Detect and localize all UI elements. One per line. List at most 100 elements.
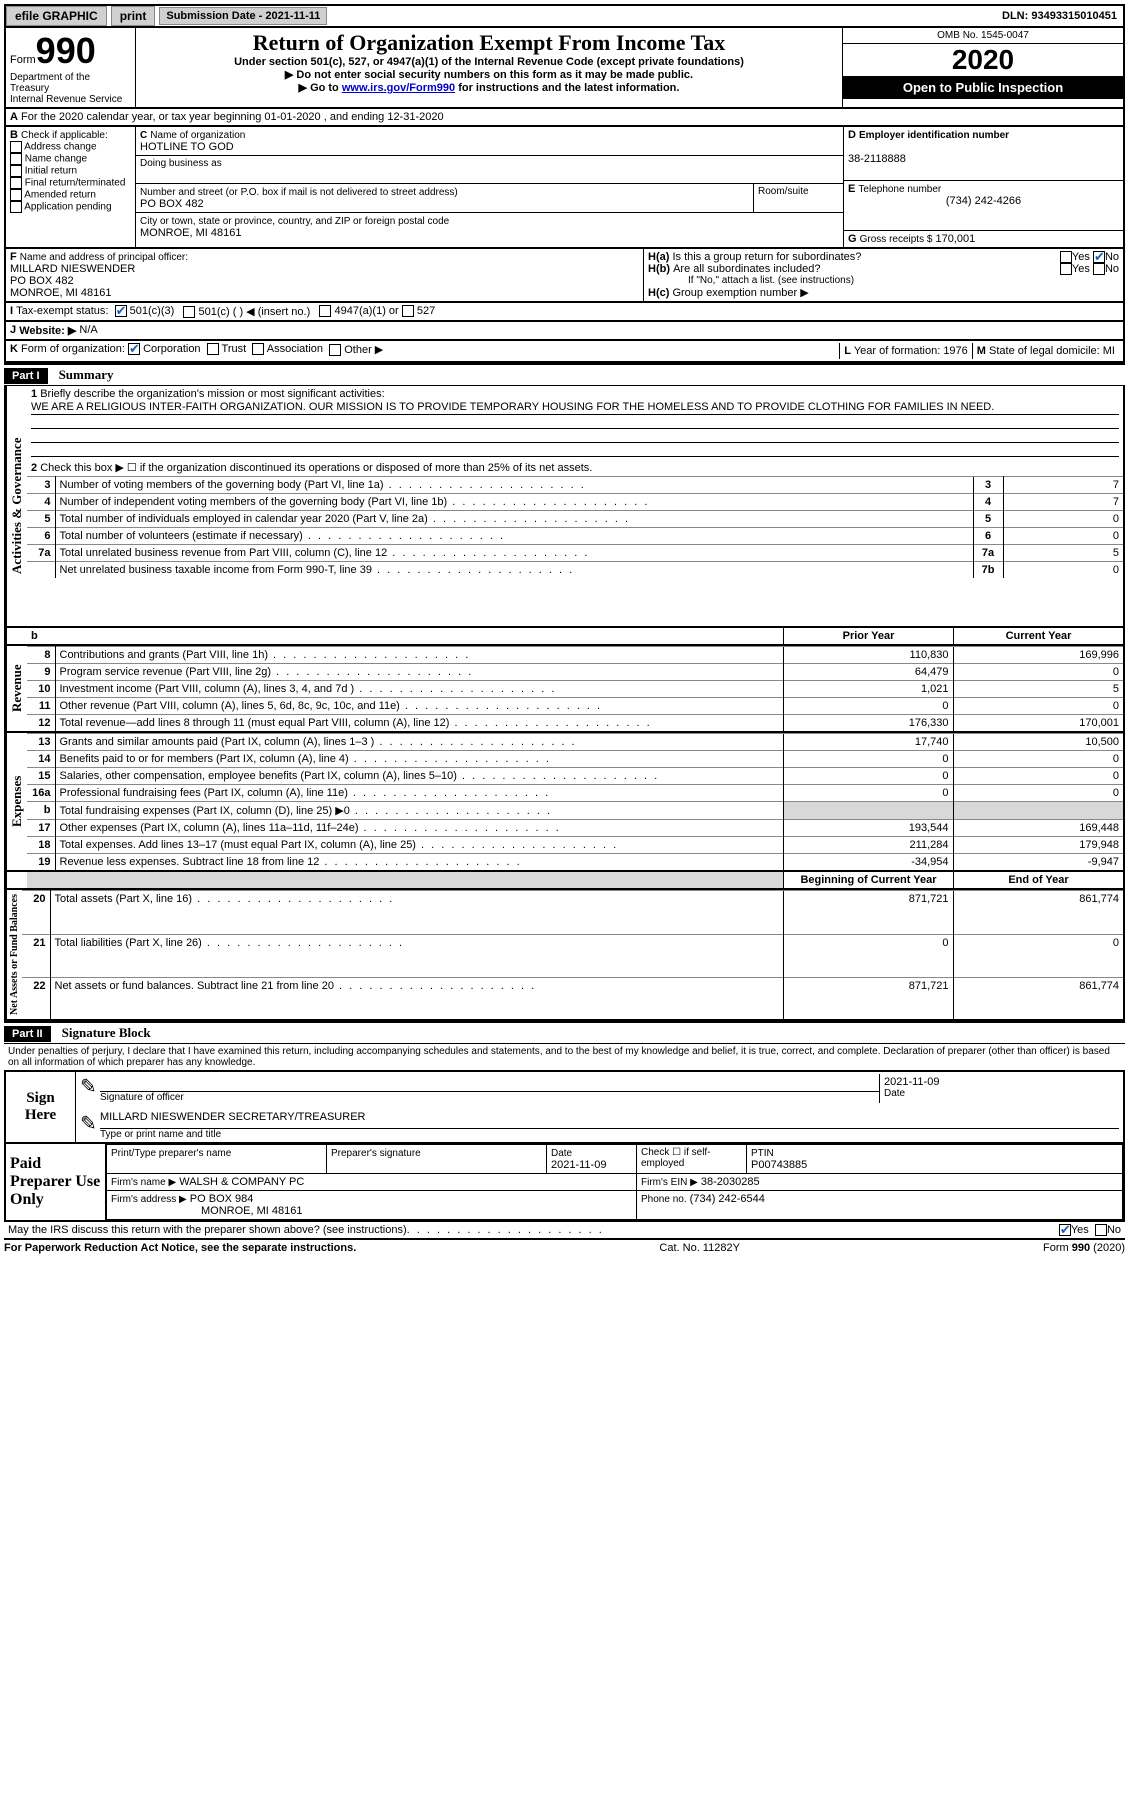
form-number: 990 (36, 30, 96, 71)
current-year-value: 5 (953, 681, 1123, 698)
officer-addr2: MONROE, MI 48161 (10, 287, 639, 299)
line-number: 9 (27, 664, 55, 681)
current-year-value: 170,001 (953, 715, 1123, 732)
paid-preparer-label: Paid Preparer Use Only (6, 1144, 106, 1220)
opt-final-return[interactable]: Final return/terminated (10, 177, 131, 189)
line-g-letter: G (848, 233, 857, 245)
prior-year-value: -34,954 (783, 854, 953, 871)
line-number: 3 (27, 477, 55, 494)
line2-num: 2 (31, 462, 37, 474)
officer-label: Name and address of principal officer: (20, 252, 188, 263)
mission-blank-2 (31, 429, 1119, 443)
table-row: 10Investment income (Part VIII, column (… (27, 681, 1123, 698)
hb-no[interactable]: No (1093, 263, 1119, 275)
irs-link[interactable]: www.irs.gov/Form990 (342, 82, 455, 94)
room-suite-label: Room/suite (753, 184, 843, 212)
line-k-letter: K (10, 343, 18, 359)
ha-no[interactable]: No (1093, 251, 1119, 263)
prior-year-value: 1,021 (783, 681, 953, 698)
ptin-label: PTIN (751, 1148, 774, 1159)
opt-corporation[interactable]: Corporation (128, 343, 201, 359)
prior-year-value: 64,479 (783, 664, 953, 681)
city-label: City or town, state or province, country… (140, 216, 449, 227)
form-subtitle-2: ▶ Do not enter social security numbers o… (140, 68, 838, 81)
opt-initial-return[interactable]: Initial return (10, 165, 131, 177)
opt-other[interactable]: Other ▶ (329, 343, 383, 359)
firm-addr2: MONROE, MI 48161 (111, 1205, 302, 1217)
print-button[interactable]: print (111, 6, 156, 26)
tab-netassets: Net Assets or Fund Balances (6, 890, 22, 1019)
dln-label: DLN: 93493315010451 (996, 8, 1123, 24)
prep-date: 2021-11-09 (551, 1159, 606, 1171)
current-year-value: 169,448 (953, 820, 1123, 837)
current-year-value: 179,948 (953, 837, 1123, 854)
form-header: Form990 Department of the Treasury Inter… (4, 28, 1125, 109)
prior-year-header: Prior Year (783, 628, 953, 644)
table-row: 21Total liabilities (Part X, line 26)00 (22, 934, 1123, 977)
officer-signature-line[interactable] (100, 1074, 879, 1092)
hb-yes[interactable]: Yes (1060, 263, 1090, 275)
line-text: Program service revenue (Part VIII, line… (55, 664, 783, 681)
line-text: Professional fundraising fees (Part IX, … (55, 785, 783, 802)
line-b-label: Check if applicable: (21, 130, 108, 141)
line-text: Grants and similar amounts paid (Part IX… (55, 734, 783, 751)
discuss-yes[interactable]: Yes (1059, 1224, 1089, 1236)
opt-address-change[interactable]: Address change (10, 141, 131, 153)
pra-notice: For Paperwork Reduction Act Notice, see … (4, 1242, 356, 1254)
line-text: Net unrelated business taxable income fr… (55, 562, 973, 579)
opt-501c3[interactable]: 501(c)(3) (115, 305, 175, 318)
current-year-value: 0 (953, 934, 1123, 977)
line-m-letter: M (977, 345, 986, 357)
sign-arrow-icon-2: ✎ (80, 1111, 100, 1140)
firm-phone: (734) 242-6544 (690, 1193, 765, 1205)
efile-button[interactable]: efile GRAPHIC (6, 6, 107, 26)
line-text: Total expenses. Add lines 13–17 (must eq… (55, 837, 783, 854)
tax-year: 2020 (843, 44, 1123, 76)
current-year-value: 861,774 (953, 891, 1123, 934)
tab-spacer-b (6, 628, 27, 644)
sign-arrow-icon: ✎ (80, 1074, 100, 1103)
tab-expenses: Expenses (6, 733, 27, 870)
table-row: 15Salaries, other compensation, employee… (27, 768, 1123, 785)
mission-text: WE ARE A RELIGIOUS INTER-FAITH ORGANIZAT… (31, 400, 1119, 415)
year-formation-label: Year of formation: (854, 345, 940, 357)
addr-label: Number and street (or P.O. box if mail i… (140, 187, 458, 198)
org-city: MONROE, MI 48161 (140, 227, 241, 239)
netassets-table: 20Total assets (Part X, line 16)871,7218… (22, 890, 1123, 1019)
line-text: Other revenue (Part VIII, column (A), li… (55, 698, 783, 715)
opt-527[interactable]: 527 (402, 305, 435, 318)
domicile-label: State of legal domicile: (989, 345, 1100, 357)
opt-association[interactable]: Association (252, 343, 323, 359)
tab-spacer-na (6, 872, 27, 888)
current-year-value (953, 802, 1123, 820)
self-employed-check[interactable]: Check ☐ if self-employed (637, 1145, 747, 1174)
table-row: 3Number of voting members of the governi… (27, 477, 1123, 494)
type-name-label: Type or print name and title (100, 1129, 1119, 1140)
table-row: Net unrelated business taxable income fr… (27, 562, 1123, 579)
discuss-row: May the IRS discuss this return with the… (4, 1222, 1125, 1240)
line-number: 6 (27, 528, 55, 545)
opt-501c[interactable]: 501(c) ( ) ◀ (insert no.) (183, 305, 310, 318)
sign-here-label: Sign Here (6, 1072, 76, 1142)
officer-signature-label: Signature of officer (100, 1092, 879, 1103)
tax-exempt-label: Tax-exempt status: (16, 305, 108, 318)
opt-trust[interactable]: Trust (207, 343, 247, 359)
opt-amended-return[interactable]: Amended return (10, 189, 131, 201)
org-name-label: Name of organization (150, 130, 245, 141)
prior-year-value: 193,544 (783, 820, 953, 837)
opt-name-change[interactable]: Name change (10, 153, 131, 165)
bocy-header: Beginning of Current Year End of Year (4, 872, 1125, 890)
table-row: 17Other expenses (Part IX, column (A), l… (27, 820, 1123, 837)
line-number: 4 (27, 494, 55, 511)
table-row: 4Number of independent voting members of… (27, 494, 1123, 511)
form-subtitle-1: Under section 501(c), 527, or 4947(a)(1)… (140, 56, 838, 68)
opt-4947[interactable]: 4947(a)(1) or (319, 305, 398, 318)
discuss-no[interactable]: No (1095, 1224, 1121, 1236)
ha-yes[interactable]: Yes (1060, 251, 1090, 263)
ha-text: Is this a group return for subordinates? (672, 251, 1059, 263)
line-text: Total fundraising expenses (Part IX, col… (55, 802, 783, 820)
opt-application-pending[interactable]: Application pending (10, 201, 131, 213)
gross-receipts-value: 170,001 (936, 233, 976, 245)
discuss-text: May the IRS discuss this return with the… (8, 1224, 407, 1236)
tab-activities: Activities & Governance (6, 386, 27, 626)
